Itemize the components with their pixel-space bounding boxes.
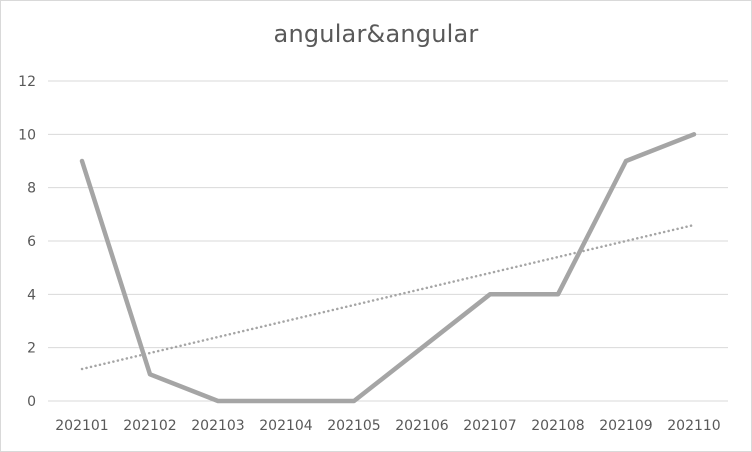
x-tick-label: 202107 xyxy=(463,418,516,434)
y-tick-label: 2 xyxy=(27,341,36,357)
axes: 0 2 4 6 8 10 12 202101 202102 202103 202104 202105 2… xyxy=(18,74,721,434)
chart-title: angular&angular xyxy=(273,20,479,48)
y-tick-label: 10 xyxy=(18,127,36,143)
x-tick-label: 202108 xyxy=(531,418,584,434)
x-tick-label: 202109 xyxy=(599,418,652,434)
y-tick-label: 6 xyxy=(27,234,36,250)
x-tick-label: 202104 xyxy=(259,418,313,434)
gridlines xyxy=(48,80,728,402)
series-line xyxy=(79,132,697,404)
x-tick-label: 202101 xyxy=(55,418,108,434)
x-tick-label: 202105 xyxy=(327,418,380,434)
y-tick-label: 8 xyxy=(27,181,36,197)
y-tick-label: 12 xyxy=(18,74,36,90)
y-tick-label: 0 xyxy=(27,394,36,410)
series xyxy=(79,132,697,404)
x-tick-label: 202110 xyxy=(667,418,720,434)
x-tick-label: 202106 xyxy=(395,418,449,434)
x-tick-label: 202102 xyxy=(123,418,176,434)
trendline xyxy=(80,223,696,371)
y-tick-label: 4 xyxy=(27,287,36,303)
x-tick-label: 202103 xyxy=(191,418,244,434)
